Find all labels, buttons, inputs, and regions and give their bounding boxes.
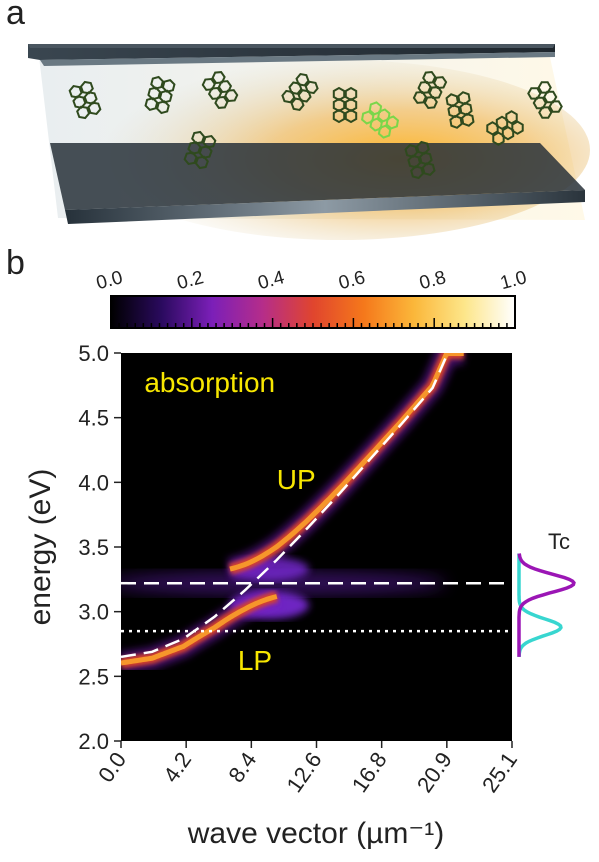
upper-polariton-branch [229, 353, 464, 572]
molecule-icon [201, 71, 239, 109]
molecules [68, 71, 563, 180]
y-tick-label: 3.5 [78, 535, 109, 560]
colorbar-tick-label: 1.0 [498, 267, 529, 294]
cavity-illustration [28, 44, 590, 240]
cavity-dispersion-line [121, 355, 448, 659]
y-tick-label: 5.0 [78, 341, 109, 366]
spectrum-purple [517, 553, 576, 657]
plot-background [121, 353, 512, 741]
y-axis-label: energy (eV) [24, 469, 57, 626]
colorbar-tick-label: 0.4 [256, 267, 287, 294]
molecule-icon [527, 81, 563, 119]
molecule-icon [360, 101, 400, 139]
side-spectrum: Tc [517, 529, 576, 658]
annotation-lp: LP [238, 645, 272, 676]
y-tick-label: 2.5 [78, 664, 109, 689]
y-tick-label: 4.5 [78, 406, 109, 431]
y-tick-label: 2.0 [78, 729, 109, 754]
molecule-icon [183, 130, 217, 170]
colorbar-tick-label: 0.2 [175, 267, 206, 294]
heatmap [121, 353, 464, 674]
lower-polariton-branch [121, 594, 278, 666]
spectrum-label: Tc [548, 529, 570, 554]
top-mirror-edge [40, 52, 555, 66]
x-tick-label: 16.8 [347, 748, 392, 797]
colorbar-tick-label: 0.8 [417, 267, 448, 294]
molecule-icon [281, 72, 319, 112]
x-tick-label: 25.1 [477, 748, 522, 797]
y-tick-label: 4.0 [78, 470, 109, 495]
molecule-icon [144, 75, 176, 115]
colorbar: 0.0 0.2 0.4 0.6 0.8 1.0 [94, 267, 529, 329]
y-tick-label: 3.0 [78, 600, 109, 625]
x-tick-label: 4.2 [158, 748, 196, 787]
x-tick-label: 12.6 [282, 748, 327, 797]
molecule-icon [412, 71, 448, 109]
molecule-icon [332, 86, 358, 124]
panel-label-b: b [6, 244, 25, 282]
x-axis-label: wave vector (µm⁻¹) [187, 817, 444, 850]
molecule-icon [486, 110, 524, 146]
x-tick-label: 20.9 [412, 748, 457, 797]
bottom-mirror-edge [65, 190, 585, 224]
molecule-icon [404, 140, 436, 180]
molecule-icon [68, 80, 102, 120]
colorbar-bar [111, 296, 515, 328]
annotation-absorption: absorption [144, 367, 275, 398]
colorbar-tick-label: 0.0 [94, 267, 125, 294]
colorbar-tick-label: 0.6 [336, 267, 367, 294]
x-tick-label: 8.4 [223, 748, 261, 787]
annotation-up: UP [277, 464, 316, 495]
panel-label-a: a [6, 0, 25, 32]
molecule-icon [445, 91, 475, 129]
